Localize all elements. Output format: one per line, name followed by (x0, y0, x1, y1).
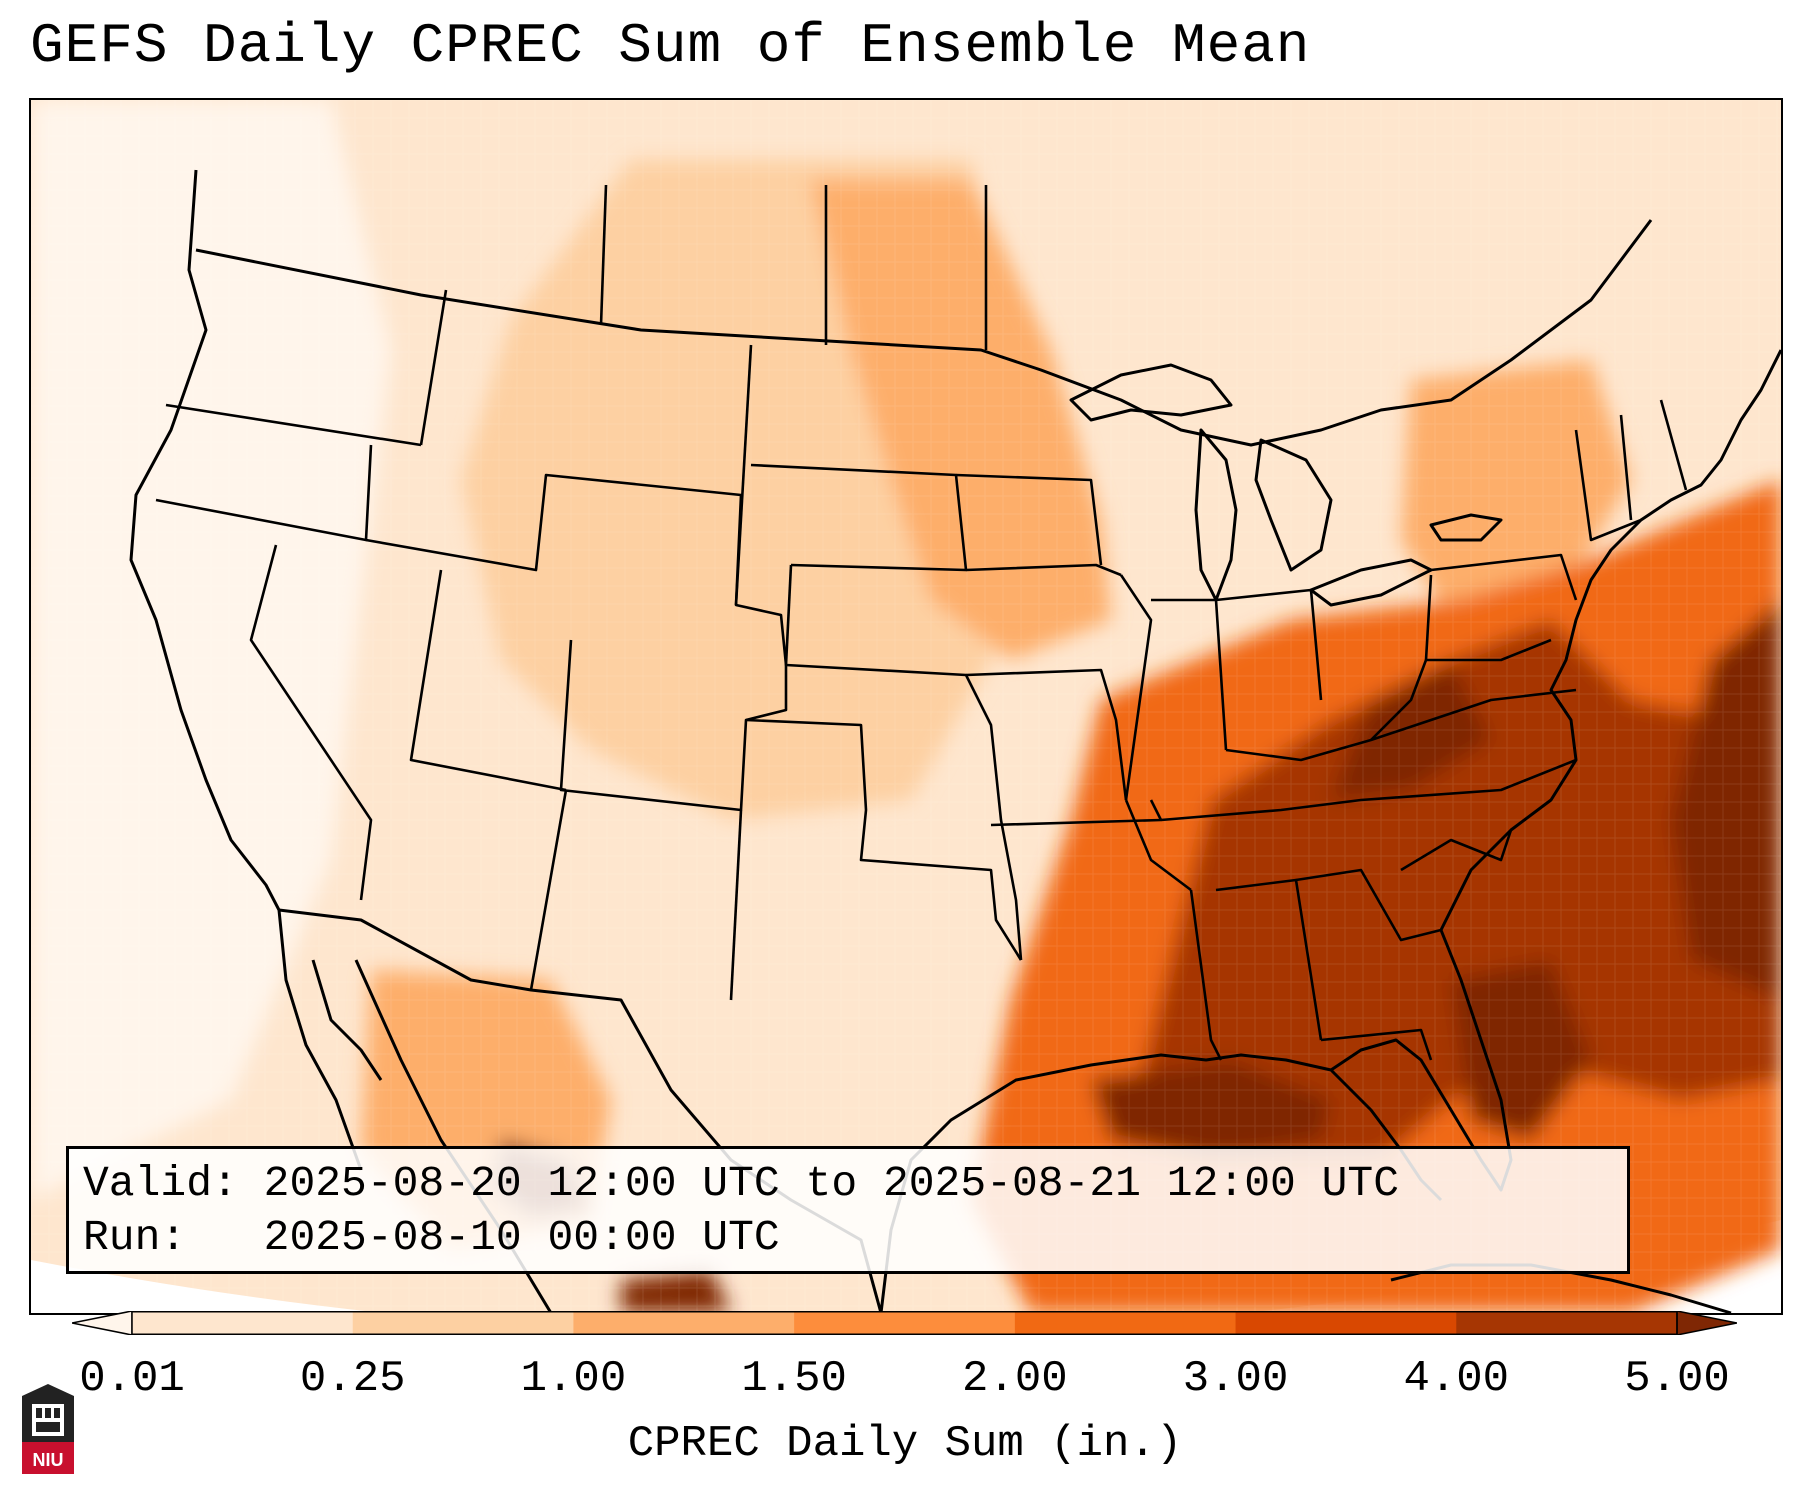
lake-superior (1069, 363, 1233, 422)
run-label: Run: (83, 1213, 187, 1262)
colorbar-segment (1456, 1311, 1678, 1335)
baja-coastline (277, 909, 383, 1171)
west-coastline (129, 169, 281, 911)
east-coastline (1439, 349, 1781, 931)
colorbar-segment (1235, 1311, 1457, 1335)
map-title: GEFS Daily CPREC Sum of Ensemble Mean (30, 14, 1311, 78)
valid-time-range: 2025-08-20 12:00 UTC to 2025-08-21 12:00… (263, 1159, 1400, 1208)
colorbar-tick-label: 0.25 (299, 1354, 406, 1404)
niu-seal-icon: NIU (18, 1382, 78, 1478)
precipitation-map (29, 98, 1783, 1315)
colorbar-tick-label: 1.00 (520, 1354, 627, 1404)
valid-label: Valid: (83, 1159, 238, 1208)
colorbar-segment (132, 1311, 354, 1335)
colorbar-tick-label: 3.00 (1182, 1354, 1289, 1404)
colorbar-tick-label: 4.00 (1403, 1354, 1510, 1404)
colorbar-tick-label: 5.00 (1624, 1354, 1730, 1404)
lake-huron (1254, 438, 1333, 572)
colorbar-tick-label: 0.01 (79, 1354, 185, 1404)
colorbar-segment (352, 1311, 574, 1335)
colorbar-segment (794, 1311, 1016, 1335)
colorbar-segment (1014, 1311, 1237, 1335)
colorbar (72, 1311, 1737, 1335)
valid-run-info-box: Valid: 2025-08-20 12:00 UTC to 2025-08-2… (66, 1146, 1630, 1274)
colorbar-extend-high (1676, 1311, 1737, 1335)
colorbar-extend-low (72, 1311, 133, 1335)
lake-ontario (1429, 513, 1503, 542)
colorbar-segment (573, 1311, 795, 1335)
colorbar-tick-label: 1.50 (741, 1354, 847, 1404)
colorbar-label: CPREC Daily Sum (in.) (627, 1419, 1183, 1469)
run-time: 2025-08-10 00:00 UTC (263, 1213, 780, 1262)
lake-michigan (1194, 428, 1238, 602)
niu-logo-text: NIU (33, 1450, 64, 1470)
colorbar-tick-label: 2.00 (962, 1354, 1068, 1404)
state-boundaries (155, 184, 1688, 1061)
canada-border (195, 219, 1653, 447)
